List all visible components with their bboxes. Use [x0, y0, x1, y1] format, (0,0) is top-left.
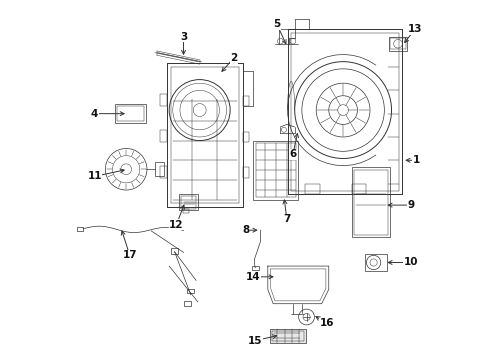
Bar [272, 330, 304, 341]
Bar [160, 166, 167, 178]
Text: 16: 16 [319, 319, 333, 328]
Bar [179, 194, 198, 211]
Bar [242, 132, 249, 142]
Text: 10: 10 [403, 257, 418, 267]
Bar [183, 210, 189, 213]
Text: 14: 14 [245, 272, 260, 282]
Bar [388, 37, 407, 51]
Bar [187, 289, 193, 293]
Text: 11: 11 [87, 171, 102, 181]
Bar [364, 253, 386, 271]
Bar [242, 96, 249, 107]
Text: 12: 12 [169, 220, 183, 230]
Text: 8: 8 [242, 225, 249, 235]
Bar [181, 196, 196, 209]
Text: 17: 17 [122, 250, 137, 260]
Bar [353, 170, 387, 235]
Bar [242, 167, 249, 178]
Bar [160, 94, 167, 107]
Text: 15: 15 [247, 336, 262, 346]
Text: 2: 2 [230, 53, 237, 63]
Text: 5: 5 [273, 19, 280, 29]
Bar [270, 329, 305, 343]
Bar [171, 248, 178, 253]
Bar [389, 38, 405, 49]
Text: 6: 6 [289, 149, 296, 159]
Text: 9: 9 [407, 200, 414, 210]
Bar [305, 184, 319, 194]
Bar [155, 162, 163, 176]
Bar [253, 140, 298, 200]
Bar [251, 266, 258, 270]
Bar [255, 143, 295, 197]
Bar [117, 106, 144, 121]
Text: 4: 4 [91, 109, 98, 119]
Bar [115, 104, 145, 123]
Text: 3: 3 [180, 32, 187, 41]
Bar [183, 301, 191, 306]
Bar [351, 167, 389, 237]
Text: 13: 13 [407, 24, 421, 35]
Bar [77, 226, 83, 231]
Text: 7: 7 [283, 215, 290, 224]
Text: 1: 1 [412, 155, 419, 165]
Bar [160, 130, 167, 142]
Bar [351, 184, 366, 194]
